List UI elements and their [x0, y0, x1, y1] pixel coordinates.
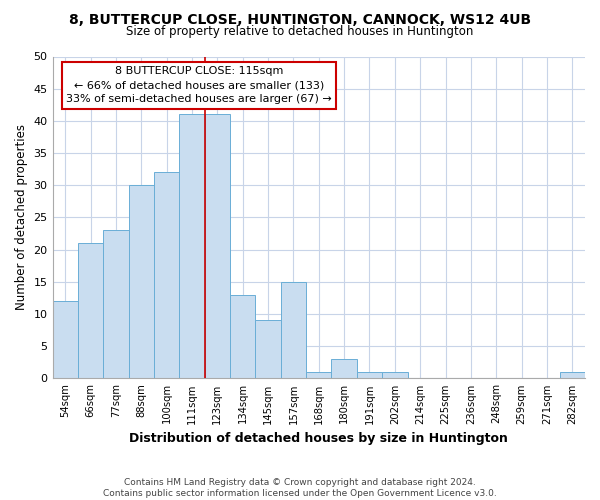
X-axis label: Distribution of detached houses by size in Huntington: Distribution of detached houses by size …	[130, 432, 508, 445]
Bar	[230, 294, 256, 378]
Bar	[179, 114, 205, 378]
Text: Contains HM Land Registry data © Crown copyright and database right 2024.
Contai: Contains HM Land Registry data © Crown c…	[103, 478, 497, 498]
Bar	[281, 282, 306, 378]
Bar	[357, 372, 382, 378]
Bar	[205, 114, 230, 378]
Bar	[78, 243, 103, 378]
Text: 8 BUTTERCUP CLOSE: 115sqm
← 66% of detached houses are smaller (133)
33% of semi: 8 BUTTERCUP CLOSE: 115sqm ← 66% of detac…	[66, 66, 332, 104]
Bar	[306, 372, 331, 378]
Bar	[382, 372, 407, 378]
Bar	[128, 186, 154, 378]
Y-axis label: Number of detached properties: Number of detached properties	[15, 124, 28, 310]
Bar	[256, 320, 281, 378]
Bar	[53, 301, 78, 378]
Text: 8, BUTTERCUP CLOSE, HUNTINGTON, CANNOCK, WS12 4UB: 8, BUTTERCUP CLOSE, HUNTINGTON, CANNOCK,…	[69, 12, 531, 26]
Bar	[103, 230, 128, 378]
Bar	[560, 372, 585, 378]
Bar	[154, 172, 179, 378]
Bar	[331, 359, 357, 378]
Text: Size of property relative to detached houses in Huntington: Size of property relative to detached ho…	[127, 25, 473, 38]
